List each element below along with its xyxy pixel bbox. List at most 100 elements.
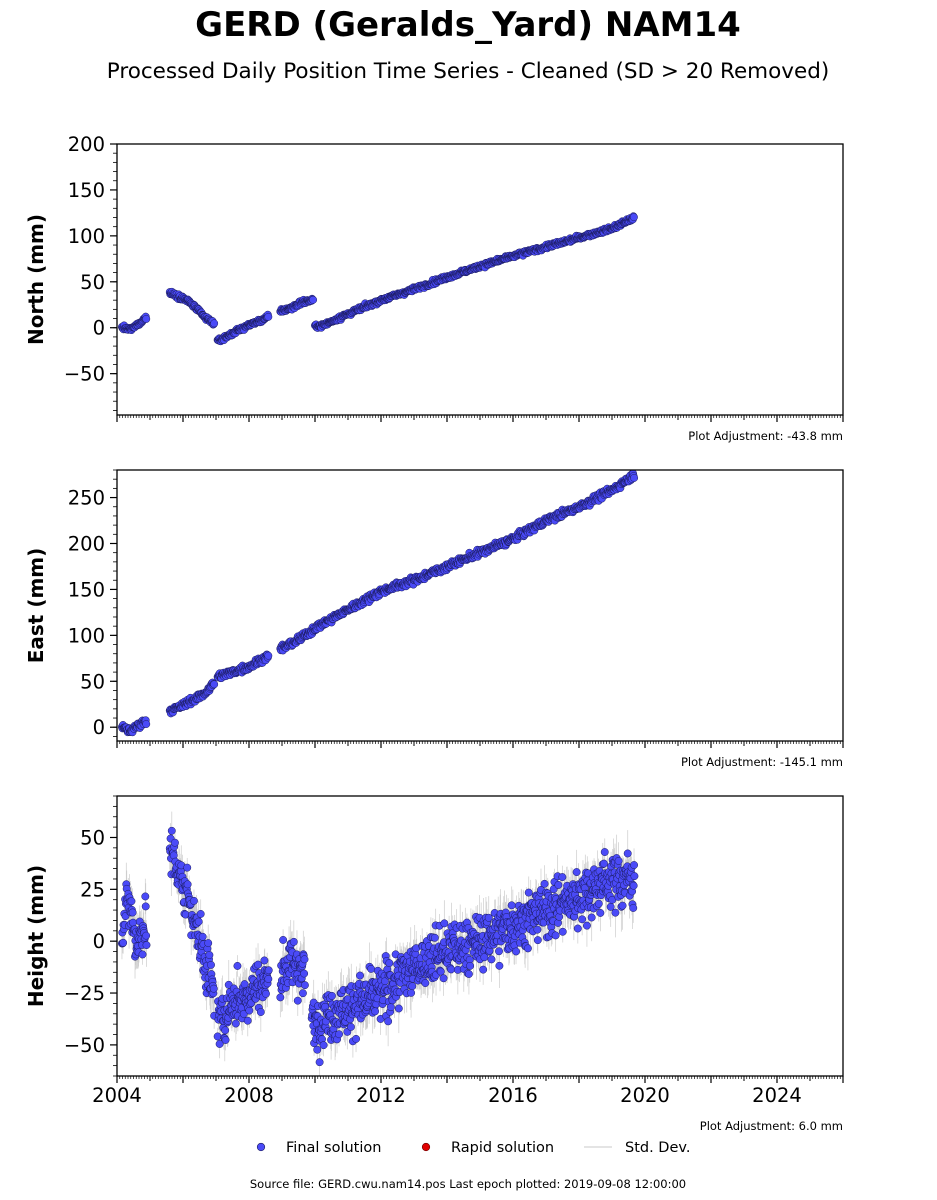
data-point	[466, 961, 475, 970]
data-point	[289, 937, 298, 946]
data-point	[233, 961, 242, 970]
data-point	[524, 888, 533, 897]
y-tick-label: −50	[64, 363, 105, 386]
data-point	[629, 213, 638, 222]
data-point	[142, 931, 151, 940]
data-point	[319, 1041, 328, 1050]
data-point	[142, 941, 151, 950]
data-point	[630, 872, 639, 881]
data-point	[507, 901, 516, 910]
data-point	[618, 901, 627, 910]
data-point	[600, 848, 609, 856]
y-tick-label: 50	[80, 826, 105, 849]
y-tick-label: 0	[93, 317, 105, 340]
data-point	[587, 913, 596, 922]
data-point	[141, 902, 150, 911]
data-point	[279, 935, 288, 944]
data-point	[480, 953, 489, 962]
data-point	[221, 1026, 230, 1035]
data-point	[313, 1045, 322, 1054]
data-point	[447, 965, 456, 974]
data-point	[207, 960, 215, 969]
y-tick-label: 200	[68, 532, 105, 555]
data-point	[430, 933, 439, 942]
data-point	[572, 868, 581, 877]
panels: −50 0 50 100 150 200 North (mm) Plot Adjustment…	[24, 133, 844, 1133]
data-point	[256, 1008, 265, 1016]
figure-title: GERD (Geralds_Yard) NAM14	[195, 5, 741, 45]
data-point	[213, 1032, 222, 1041]
data-point	[479, 965, 488, 974]
data-point	[128, 908, 137, 917]
data-point	[533, 936, 542, 945]
data-point	[300, 981, 309, 990]
data-point	[142, 720, 151, 729]
y-axis-label: East (mm)	[24, 548, 48, 664]
data-point	[599, 859, 608, 868]
data-point	[142, 315, 151, 323]
y-axis-label: North (mm)	[24, 214, 48, 345]
data-point	[300, 955, 309, 964]
data-point	[129, 918, 137, 927]
data-point	[523, 944, 532, 953]
data-point	[512, 947, 520, 956]
y-tick-label: 0	[93, 716, 105, 739]
data-point	[141, 892, 150, 901]
data-point	[386, 1003, 395, 1012]
y-tick-label: 0	[93, 930, 105, 953]
data-point	[573, 924, 582, 933]
data-point	[629, 881, 638, 890]
data-point	[231, 1019, 240, 1028]
data-point	[346, 1022, 355, 1031]
y-tick-label: −25	[64, 982, 105, 1005]
data-point	[138, 950, 147, 959]
y-tick-label: 150	[68, 179, 105, 202]
data-point	[327, 991, 336, 1000]
y-tick-label: 100	[68, 225, 105, 248]
panel-1: −50 0 50 100 150 200 North (mm) Plot Adjustment…	[24, 133, 844, 443]
data-point	[630, 473, 639, 482]
data-point	[551, 931, 560, 940]
axes-frame	[116, 143, 844, 416]
data-point	[276, 993, 285, 1002]
data-point	[194, 917, 203, 926]
data-point	[264, 312, 273, 321]
data-point	[367, 964, 376, 973]
data-point	[300, 969, 309, 978]
data-point	[240, 980, 249, 989]
data-point	[385, 959, 394, 968]
data-point	[254, 960, 262, 969]
data-point	[264, 966, 273, 975]
data-point	[394, 1004, 403, 1013]
y-tick-label: 150	[68, 578, 105, 601]
data-point	[298, 989, 307, 998]
data-point	[558, 873, 567, 882]
y-tick-label: 50	[80, 271, 105, 294]
data-point	[554, 881, 563, 889]
data-point	[623, 849, 632, 858]
data-point	[596, 908, 605, 917]
data-point	[335, 1030, 343, 1039]
data-point	[183, 880, 192, 889]
y-tick-label: −50	[64, 1034, 105, 1057]
data-point	[484, 913, 493, 922]
data-point	[198, 932, 207, 941]
data-point	[215, 1040, 224, 1048]
data-point	[119, 938, 128, 947]
data-point	[495, 947, 503, 956]
data-point	[204, 939, 213, 948]
data-point	[533, 925, 542, 934]
data-point	[260, 956, 269, 965]
data-point	[167, 826, 176, 835]
data-point	[205, 951, 214, 959]
y-tick-label: 50	[80, 670, 105, 693]
data-point	[210, 319, 219, 328]
data-points	[118, 470, 639, 737]
data-point	[221, 1036, 230, 1044]
data-point	[196, 910, 205, 918]
data-points	[118, 826, 639, 1067]
data-point	[356, 971, 364, 980]
plot-adjustment-note: Plot Adjustment: -145.1 mm	[681, 755, 843, 769]
data-point	[371, 1007, 380, 1016]
